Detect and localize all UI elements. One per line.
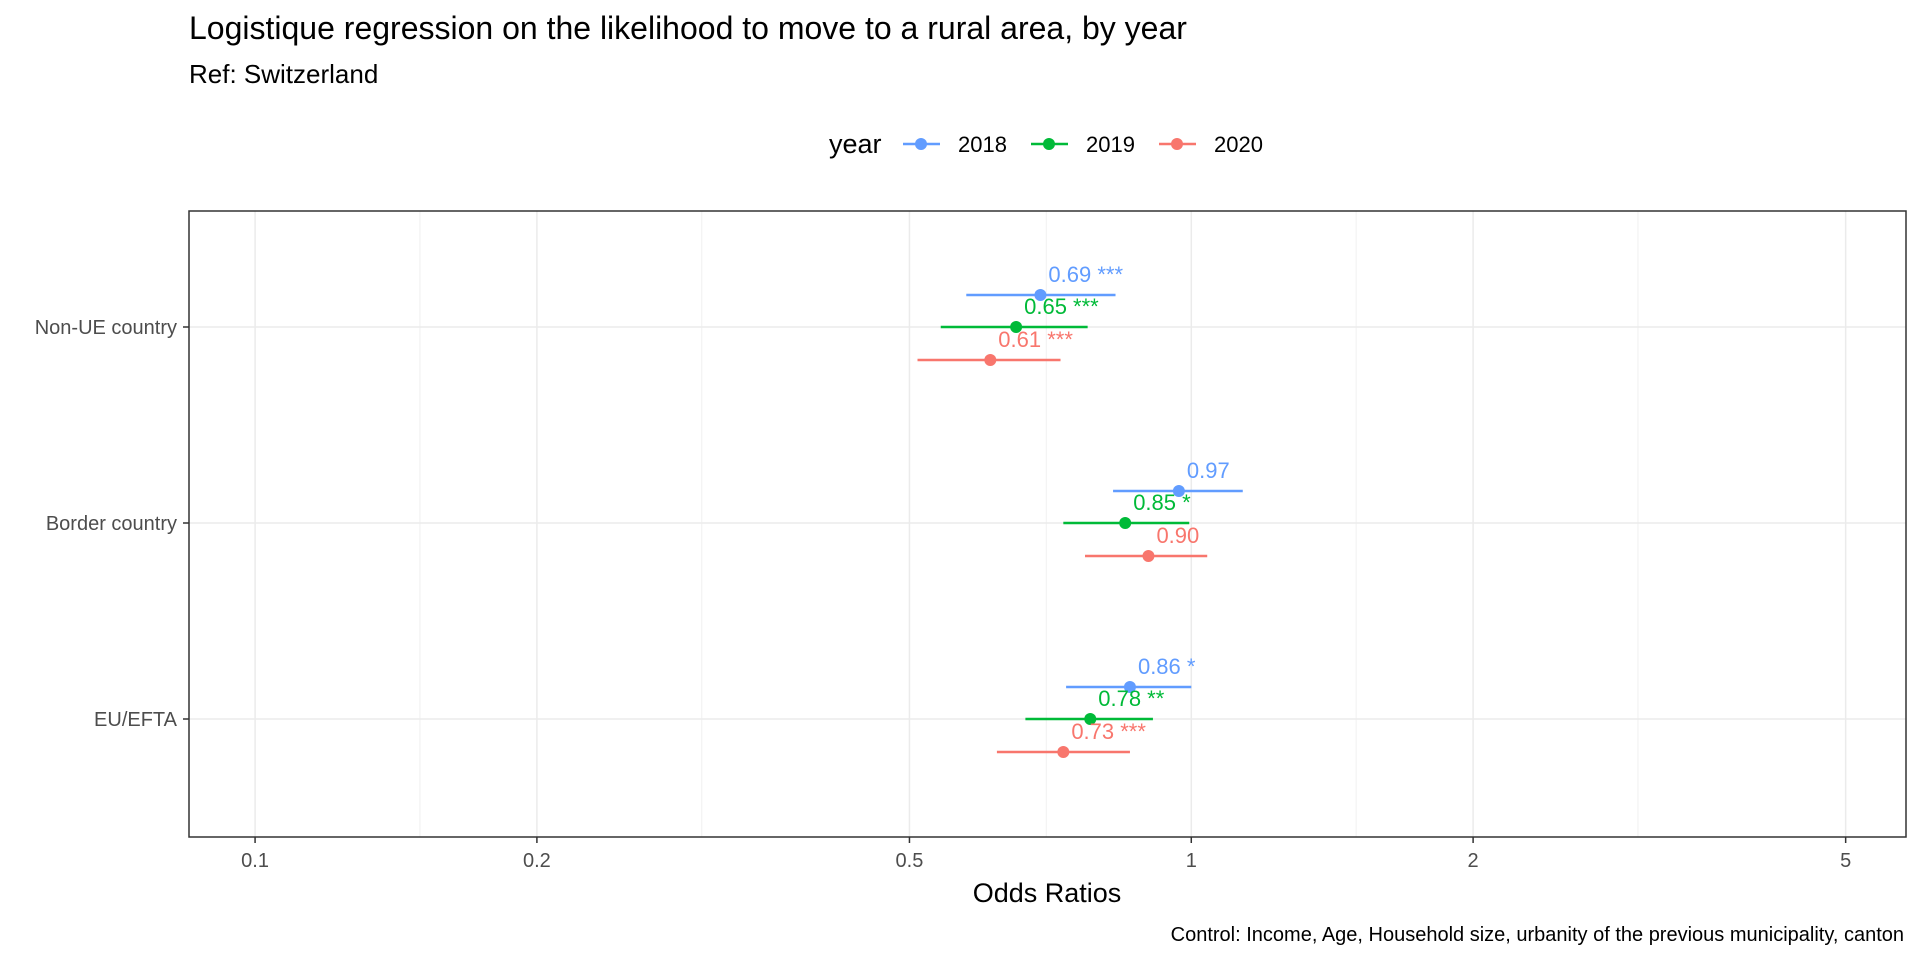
legend: year 2018 2019 2020 <box>829 129 1263 159</box>
chart-caption: Control: Income, Age, Household size, ur… <box>1171 924 1904 946</box>
panel-background <box>189 211 1906 837</box>
y-tick-label: Non-UE country <box>35 317 177 339</box>
legend-item: 2020 <box>1159 132 1263 157</box>
plot-panel: 0.1 0.2 0.5 1 2 5 Non-UE country Border country… <box>35 210 1907 872</box>
estimate-point <box>1057 746 1070 758</box>
estimate-point <box>1142 550 1155 562</box>
legend-key-point <box>1171 138 1183 150</box>
x-tick-label: 0.1 <box>241 850 269 872</box>
legend-key-point <box>915 138 927 150</box>
chart-subtitle: Ref: Switzerland <box>189 59 378 89</box>
data-label: 0.78 ** <box>1098 686 1164 711</box>
data-label: 0.85 * <box>1133 490 1191 515</box>
legend-item: 2018 <box>903 132 1007 157</box>
x-tick-label: 1 <box>1186 850 1197 872</box>
estimate-point <box>1123 681 1136 693</box>
panel-border <box>188 210 1907 838</box>
y-tick-label: EU/EFTA <box>94 709 178 731</box>
estimate-point <box>984 354 997 366</box>
legend-item: 2019 <box>1031 132 1135 157</box>
estimate-point <box>1084 713 1097 725</box>
legend-label: 2018 <box>958 132 1007 157</box>
data-label: 0.65 *** <box>1024 294 1099 319</box>
y-tick-label: Border country <box>46 513 177 535</box>
data-label: 0.69 *** <box>1048 262 1123 287</box>
data-label: 0.73 *** <box>1071 719 1146 744</box>
x-tick-label: 2 <box>1468 850 1479 872</box>
legend-label: 2019 <box>1086 132 1135 157</box>
data-label: 0.61 *** <box>998 327 1073 352</box>
legend-title: year <box>829 129 882 159</box>
estimate-point <box>1034 289 1047 301</box>
legend-label: 2020 <box>1214 132 1263 157</box>
legend-key-point <box>1043 138 1055 150</box>
x-tick-label: 0.5 <box>896 850 924 872</box>
data-label: 0.86 * <box>1138 654 1196 679</box>
estimate-point <box>1172 485 1185 497</box>
estimate-point <box>1119 517 1132 529</box>
x-tick-label: 5 <box>1840 850 1851 872</box>
chart-title: Logistique regression on the likelihood … <box>189 10 1187 46</box>
data-label: 0.97 <box>1187 458 1230 483</box>
data-label: 0.90 <box>1156 523 1199 548</box>
x-axis-label: Odds Ratios <box>973 878 1122 908</box>
x-tick-label: 0.2 <box>523 850 551 872</box>
estimate-point <box>1010 321 1023 333</box>
